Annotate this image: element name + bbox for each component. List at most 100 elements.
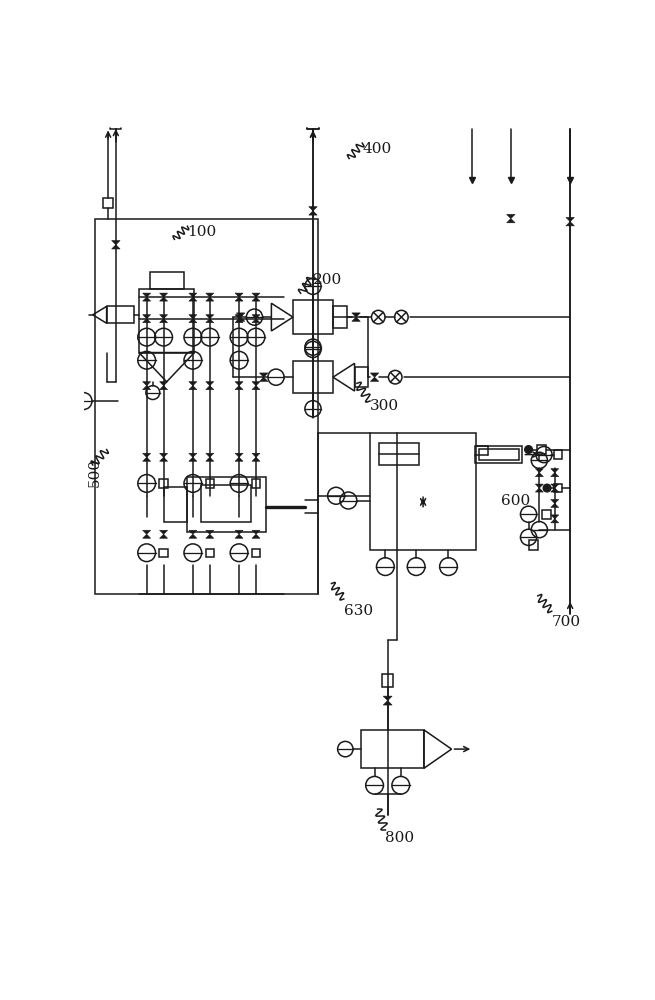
Bar xyxy=(252,479,260,488)
Polygon shape xyxy=(566,217,574,222)
Polygon shape xyxy=(160,319,168,323)
Circle shape xyxy=(525,446,533,453)
Bar xyxy=(475,446,523,463)
Bar xyxy=(103,198,113,208)
Circle shape xyxy=(543,484,551,492)
Polygon shape xyxy=(235,453,243,457)
Text: 700: 700 xyxy=(552,615,581,629)
Polygon shape xyxy=(309,211,317,215)
Polygon shape xyxy=(235,457,243,461)
Polygon shape xyxy=(252,319,260,323)
Polygon shape xyxy=(551,503,559,507)
Polygon shape xyxy=(189,315,197,319)
Polygon shape xyxy=(236,317,245,321)
Polygon shape xyxy=(506,219,515,223)
Text: 400: 400 xyxy=(362,142,392,156)
Bar xyxy=(379,443,419,465)
Polygon shape xyxy=(252,457,260,461)
Bar xyxy=(200,485,251,522)
Text: 100: 100 xyxy=(187,225,217,239)
Polygon shape xyxy=(206,315,214,319)
Polygon shape xyxy=(551,515,559,519)
Bar xyxy=(383,674,393,687)
Bar xyxy=(354,367,368,387)
Polygon shape xyxy=(160,297,168,301)
Text: 300: 300 xyxy=(370,399,399,413)
Polygon shape xyxy=(111,245,120,249)
Bar xyxy=(361,730,424,768)
Polygon shape xyxy=(160,382,168,386)
Polygon shape xyxy=(206,457,214,461)
Polygon shape xyxy=(189,319,197,323)
Bar xyxy=(206,549,214,557)
Bar xyxy=(164,487,187,522)
Bar xyxy=(542,510,551,519)
Polygon shape xyxy=(160,457,168,461)
Polygon shape xyxy=(206,297,214,301)
Bar xyxy=(150,272,183,289)
Bar xyxy=(553,484,562,492)
Polygon shape xyxy=(189,382,197,386)
Text: 800: 800 xyxy=(385,831,415,845)
Bar xyxy=(529,540,538,550)
Polygon shape xyxy=(551,499,559,503)
Polygon shape xyxy=(309,207,317,211)
Bar xyxy=(537,445,546,454)
Polygon shape xyxy=(259,377,268,381)
Polygon shape xyxy=(160,293,168,297)
Text: 630: 630 xyxy=(344,604,373,618)
Bar xyxy=(293,361,333,393)
Polygon shape xyxy=(206,386,214,390)
Polygon shape xyxy=(143,315,151,319)
Text: 200: 200 xyxy=(313,273,342,287)
Polygon shape xyxy=(235,293,243,297)
Polygon shape xyxy=(252,382,260,386)
Polygon shape xyxy=(370,373,379,377)
Polygon shape xyxy=(236,313,245,317)
Polygon shape xyxy=(252,315,260,319)
Bar xyxy=(159,549,168,557)
Polygon shape xyxy=(189,293,197,297)
Polygon shape xyxy=(143,453,151,457)
Polygon shape xyxy=(352,313,360,317)
Polygon shape xyxy=(235,386,243,390)
Polygon shape xyxy=(160,534,168,538)
Polygon shape xyxy=(551,488,559,492)
Bar xyxy=(370,433,476,550)
Polygon shape xyxy=(535,469,544,473)
Bar xyxy=(252,549,260,557)
Polygon shape xyxy=(143,386,151,390)
Polygon shape xyxy=(535,473,544,477)
Polygon shape xyxy=(143,534,151,538)
Bar xyxy=(187,477,266,532)
Bar xyxy=(107,306,134,323)
Polygon shape xyxy=(160,530,168,534)
Text: 500: 500 xyxy=(87,458,102,487)
Polygon shape xyxy=(383,701,392,705)
Polygon shape xyxy=(235,530,243,534)
Polygon shape xyxy=(189,297,197,301)
Polygon shape xyxy=(506,214,515,219)
Polygon shape xyxy=(566,222,574,226)
Polygon shape xyxy=(189,457,197,461)
Polygon shape xyxy=(111,241,120,245)
Bar xyxy=(206,479,214,488)
Polygon shape xyxy=(551,484,559,488)
Polygon shape xyxy=(252,297,260,301)
Polygon shape xyxy=(235,382,243,386)
Polygon shape xyxy=(206,319,214,323)
Polygon shape xyxy=(535,484,544,488)
Polygon shape xyxy=(143,293,151,297)
Polygon shape xyxy=(189,386,197,390)
Polygon shape xyxy=(160,386,168,390)
Polygon shape xyxy=(551,469,559,473)
Polygon shape xyxy=(352,317,360,321)
Polygon shape xyxy=(189,534,197,538)
Bar xyxy=(139,289,195,353)
Polygon shape xyxy=(206,293,214,297)
Polygon shape xyxy=(206,453,214,457)
Polygon shape xyxy=(160,453,168,457)
Polygon shape xyxy=(206,530,214,534)
Polygon shape xyxy=(252,386,260,390)
Polygon shape xyxy=(189,453,197,457)
